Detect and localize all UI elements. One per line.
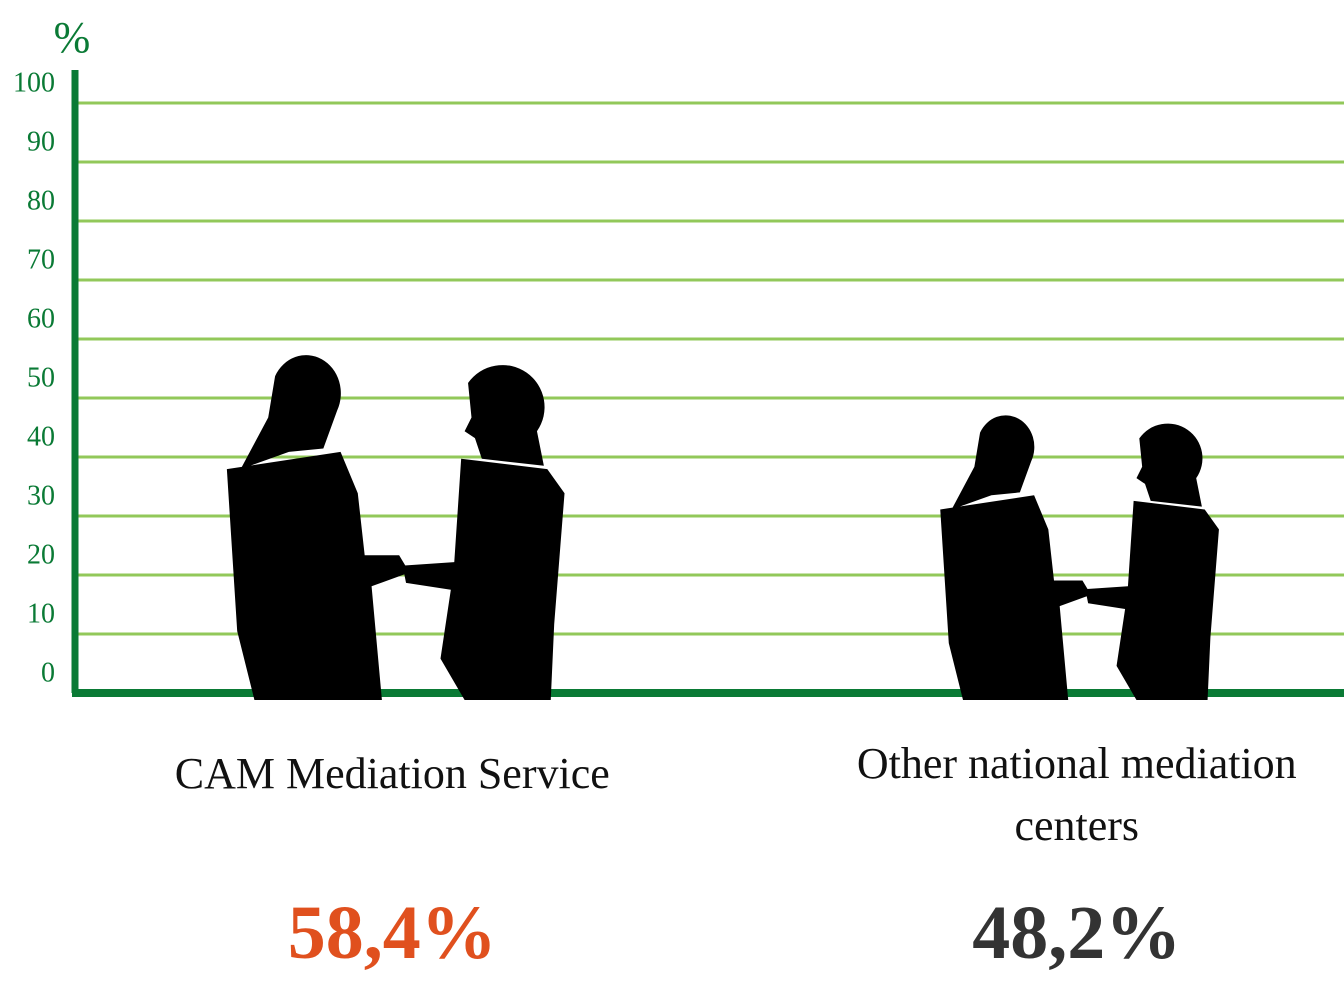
y-tick-label: 40 [27,421,55,452]
category-label: Other national mediation centers [856,739,1297,850]
y-tick-label: 80 [27,185,55,216]
y-tick-label: 10 [27,598,55,629]
y-axis-label: % [54,13,91,62]
silhouette [226,355,565,700]
y-tick-label: 70 [27,244,55,275]
y-tick-label: 30 [27,480,55,511]
y-tick-label: 0 [41,657,55,688]
value-label: 58,4% [287,891,497,975]
y-tick-label: 20 [27,539,55,570]
y-tick-label: 50 [27,362,55,393]
y-tick-label: 90 [27,126,55,157]
value-label: 48,2% [972,891,1182,975]
y-tick-label: 60 [27,303,55,334]
silhouette [940,415,1219,700]
category-label: CAM Mediation Service [174,749,610,798]
y-tick-label: 100 [13,67,55,98]
